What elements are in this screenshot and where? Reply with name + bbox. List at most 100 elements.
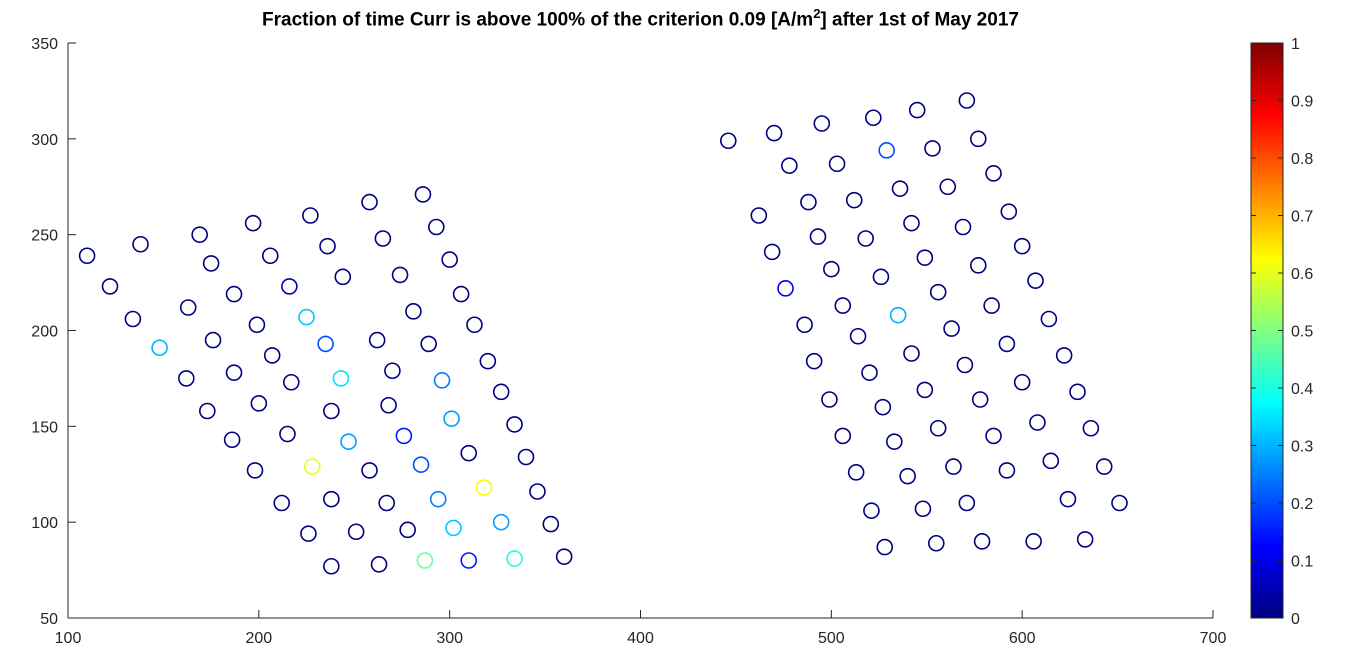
data-point xyxy=(1000,203,1018,220)
data-point xyxy=(298,308,315,326)
data-point xyxy=(261,247,279,265)
x-tick-label: 100 xyxy=(55,630,82,647)
data-point xyxy=(420,335,437,353)
data-point xyxy=(323,490,340,508)
colorbar-tick-label: 0.2 xyxy=(1291,496,1313,513)
data-point xyxy=(178,370,195,387)
data-point xyxy=(1059,490,1077,508)
data-point xyxy=(517,448,535,466)
data-point xyxy=(834,297,852,314)
data-point xyxy=(191,226,208,243)
data-point xyxy=(475,479,493,496)
data-point xyxy=(983,297,1000,314)
data-point xyxy=(821,391,838,408)
data-point xyxy=(1027,272,1044,289)
data-point xyxy=(828,155,846,173)
y-tick-label: 150 xyxy=(31,419,58,436)
data-point xyxy=(1095,458,1113,475)
data-point xyxy=(506,550,523,567)
data-point xyxy=(876,538,894,556)
data-point xyxy=(492,513,510,531)
data-point xyxy=(319,237,336,255)
data-point xyxy=(954,218,972,236)
data-point xyxy=(750,207,768,224)
data-point xyxy=(857,230,874,247)
data-point xyxy=(929,283,947,301)
data-point xyxy=(908,101,926,119)
data-point xyxy=(719,132,737,150)
data-point xyxy=(800,193,817,211)
data-point xyxy=(956,356,974,374)
axes: 100 200 300 400 500 600 700 50 100 150 200 250 300 35… xyxy=(31,36,1226,647)
y-tick-label: 300 xyxy=(31,132,58,149)
data-point xyxy=(281,278,298,295)
data-point xyxy=(347,523,365,541)
colorbar-tick-label: 0.8 xyxy=(1291,151,1313,168)
data-point xyxy=(492,383,510,401)
data-point xyxy=(1111,494,1128,512)
data-point xyxy=(361,193,378,211)
data-point xyxy=(378,494,395,512)
data-point xyxy=(399,521,416,539)
data-point xyxy=(834,427,852,445)
data-point xyxy=(903,345,920,362)
chart-title-superscript: 2 xyxy=(813,6,821,21)
data-point xyxy=(1029,414,1046,431)
colorbar-tick-label: 0.4 xyxy=(1291,381,1313,398)
x-tick-label: 500 xyxy=(818,630,845,647)
data-point xyxy=(845,191,863,209)
data-point xyxy=(506,416,523,433)
data-point xyxy=(542,515,560,533)
colorbar-tick-label: 1 xyxy=(1291,36,1300,53)
data-point xyxy=(479,352,497,370)
data-point xyxy=(248,316,266,334)
colorbar-gradient xyxy=(1250,42,1284,619)
data-point xyxy=(1042,452,1060,470)
data-point xyxy=(886,433,903,450)
data-point xyxy=(945,458,962,475)
data-point xyxy=(101,278,119,295)
data-point xyxy=(334,268,352,286)
data-point xyxy=(985,427,1002,445)
data-point xyxy=(823,260,840,278)
data-point xyxy=(452,285,470,303)
data-point xyxy=(865,109,882,127)
x-tick-label: 400 xyxy=(627,630,654,647)
data-point xyxy=(872,268,890,286)
data-point xyxy=(441,251,458,268)
data-point xyxy=(246,462,264,479)
data-point xyxy=(998,335,1016,353)
data-point xyxy=(429,490,447,508)
data-point xyxy=(943,320,960,337)
data-point xyxy=(273,494,291,512)
data-point xyxy=(445,519,462,537)
data-point xyxy=(204,331,222,349)
data-point xyxy=(969,257,987,274)
data-point xyxy=(460,444,478,462)
data-point xyxy=(416,552,434,569)
data-point xyxy=(250,395,268,412)
data-point xyxy=(391,266,409,284)
data-point xyxy=(332,370,350,387)
x-tick-label: 700 xyxy=(1200,630,1227,647)
data-point xyxy=(223,431,241,449)
data-point xyxy=(916,249,934,266)
data-point xyxy=(958,92,976,109)
data-point xyxy=(777,280,794,297)
data-point xyxy=(805,352,823,370)
data-point xyxy=(199,402,216,420)
data-point xyxy=(263,347,281,364)
data-point xyxy=(151,339,168,357)
data-point xyxy=(971,391,989,408)
data-point xyxy=(916,381,934,399)
y-tick-label: 200 xyxy=(31,324,58,341)
chart-title-tail: ] after 1st of May 2017 xyxy=(820,9,1019,31)
data-point xyxy=(763,243,781,261)
data-point xyxy=(1055,347,1073,364)
chart-title: Fraction of time Curr is above 100% of t… xyxy=(68,6,1213,31)
data-point xyxy=(302,207,319,224)
data-point xyxy=(863,502,880,519)
data-point xyxy=(225,285,243,303)
data-point xyxy=(202,255,220,272)
